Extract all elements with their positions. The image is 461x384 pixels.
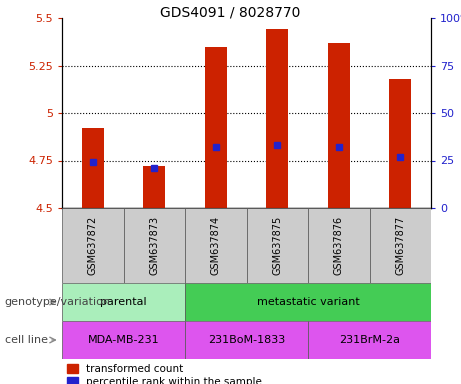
Bar	[266, 30, 288, 208]
Text: MDA-MB-231: MDA-MB-231	[88, 335, 160, 345]
Text: 231BrM-2a: 231BrM-2a	[339, 335, 400, 345]
Bar	[205, 46, 226, 208]
Text: GSM637872: GSM637872	[88, 216, 98, 275]
Bar	[390, 79, 411, 208]
Text: GSM637875: GSM637875	[272, 216, 282, 275]
Bar	[62, 208, 124, 283]
Bar	[82, 128, 104, 208]
Text: GSM637874: GSM637874	[211, 216, 221, 275]
Bar	[308, 321, 431, 359]
Text: metastatic variant: metastatic variant	[257, 297, 360, 307]
Text: 231BoM-1833: 231BoM-1833	[208, 335, 285, 345]
Text: GSM637877: GSM637877	[395, 216, 405, 275]
Legend: transformed count, percentile rank within the sample: transformed count, percentile rank withi…	[67, 364, 262, 384]
Bar	[124, 208, 185, 283]
Text: GSM637876: GSM637876	[334, 216, 344, 275]
Bar	[370, 208, 431, 283]
Bar	[247, 208, 308, 283]
Text: GDS4091 / 8028770: GDS4091 / 8028770	[160, 5, 301, 19]
Text: GSM637873: GSM637873	[149, 216, 159, 275]
Bar	[185, 283, 431, 321]
Bar	[62, 283, 185, 321]
Bar	[328, 43, 349, 208]
Bar	[185, 321, 308, 359]
Text: genotype/variation: genotype/variation	[5, 297, 111, 307]
Bar	[143, 166, 165, 208]
Text: parental: parental	[100, 297, 147, 307]
Bar	[62, 321, 185, 359]
Bar	[185, 208, 247, 283]
Bar	[308, 208, 370, 283]
Text: cell line: cell line	[5, 335, 47, 345]
